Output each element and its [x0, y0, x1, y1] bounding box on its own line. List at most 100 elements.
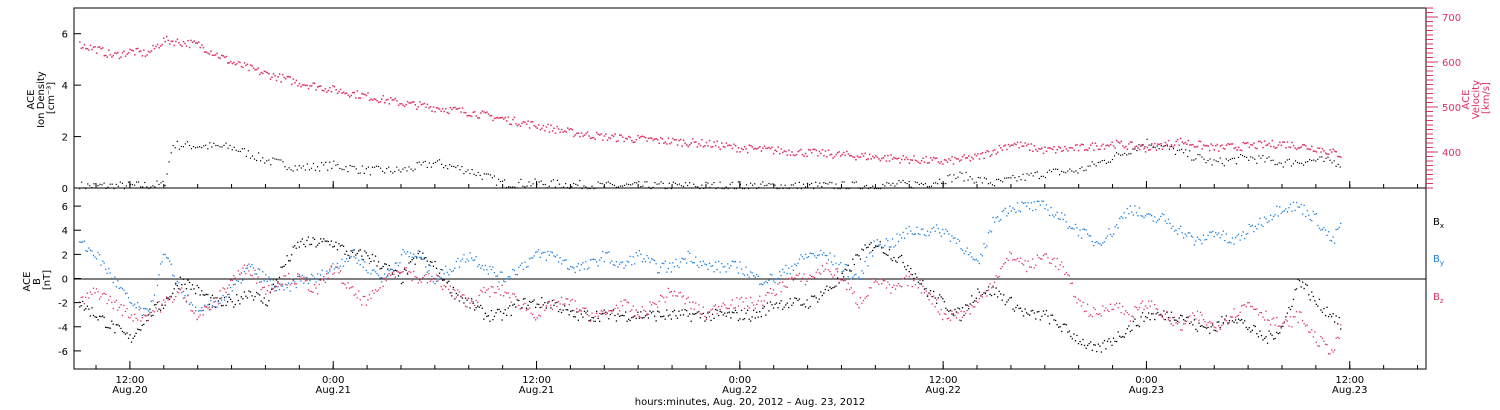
bx-point [571, 310, 573, 312]
density-point [672, 181, 674, 183]
bz-point [1132, 316, 1134, 318]
bx-point [298, 246, 300, 248]
by-point [971, 256, 973, 258]
velocity-point [333, 86, 336, 88]
bx-point [1149, 319, 1151, 321]
velocity-point [205, 51, 208, 53]
velocity-point [103, 54, 105, 57]
bz-point [737, 305, 740, 307]
bx-point [1096, 350, 1098, 353]
velocity-point [835, 153, 837, 156]
by-point [887, 240, 889, 242]
velocity-point [208, 53, 211, 55]
velocity-point [711, 146, 714, 148]
by-point [85, 250, 87, 252]
bz-point [260, 288, 262, 291]
bx-point [867, 246, 869, 248]
bz-point [1117, 307, 1119, 309]
by-point [833, 255, 836, 257]
bz-point [849, 288, 851, 291]
bx-point [879, 241, 881, 243]
density-point [599, 182, 601, 184]
bz-point [1134, 306, 1136, 308]
by-point [737, 272, 740, 274]
bx-point [586, 310, 589, 312]
bz-point [300, 276, 302, 278]
velocity-point [1283, 141, 1286, 143]
density-point [1172, 148, 1175, 150]
density-point [786, 187, 788, 189]
density-point [253, 158, 256, 160]
by-point [1181, 232, 1183, 234]
density-point [770, 183, 772, 185]
density-point [941, 182, 943, 184]
velocity-point [713, 141, 715, 143]
bz-point [1058, 268, 1060, 271]
velocity-point [1274, 147, 1276, 149]
bx-point [1067, 331, 1069, 333]
bz-point [1106, 309, 1109, 311]
velocity-point [283, 76, 285, 79]
velocity-point [562, 131, 564, 133]
by-point [387, 275, 389, 277]
by-point [1234, 237, 1237, 239]
bx-point [1176, 320, 1179, 322]
bz-point [356, 297, 358, 299]
bx-point [1058, 326, 1060, 328]
bz-point [448, 288, 450, 291]
density-point [1126, 154, 1128, 156]
bz-point [408, 270, 410, 273]
velocity-point [538, 124, 540, 126]
density-point [745, 184, 748, 186]
density-point [1044, 176, 1046, 179]
by-point [995, 217, 997, 219]
bz-point [803, 273, 805, 275]
by-point [905, 227, 907, 230]
by-point [124, 293, 127, 295]
by-point [1289, 203, 1292, 205]
bz-point [167, 299, 169, 301]
bz-point [1042, 254, 1045, 257]
bx-point [865, 247, 868, 249]
by-point [1007, 212, 1009, 214]
bz-point [586, 314, 589, 316]
bz-point [227, 287, 229, 289]
bx-point [873, 247, 875, 249]
bx-point [1042, 310, 1045, 312]
bz-point [256, 282, 258, 284]
by-point [1190, 235, 1192, 237]
bx-point [321, 241, 323, 243]
bx-point [271, 288, 273, 291]
bx-point [109, 327, 111, 329]
bx-point [227, 301, 229, 303]
density-point [412, 170, 414, 172]
velocity-point [464, 112, 467, 114]
velocity-point [445, 108, 447, 110]
bx-point [1102, 342, 1104, 344]
by-point [774, 281, 776, 284]
density-point [79, 188, 81, 190]
by-point [1026, 205, 1028, 207]
velocity-point [185, 45, 188, 47]
bz-point [118, 306, 120, 309]
density-point [247, 150, 249, 152]
density-point [851, 181, 853, 183]
by-point [347, 260, 349, 262]
velocity-point [1080, 143, 1083, 145]
bz-point [635, 309, 637, 311]
velocity-point [1091, 142, 1094, 144]
bx-point [1012, 308, 1014, 310]
bx-point [1292, 298, 1295, 301]
bz-point [917, 287, 919, 289]
bz-point [582, 307, 584, 309]
bz-point [1230, 316, 1232, 318]
bz-point [355, 293, 357, 295]
bx-point [768, 310, 770, 312]
velocity-point [89, 44, 92, 47]
by-point [972, 258, 974, 260]
by-point [573, 267, 575, 269]
velocity-point [678, 139, 680, 142]
bx-point [890, 258, 892, 260]
velocity-point [1303, 144, 1305, 146]
by-point [129, 301, 131, 304]
